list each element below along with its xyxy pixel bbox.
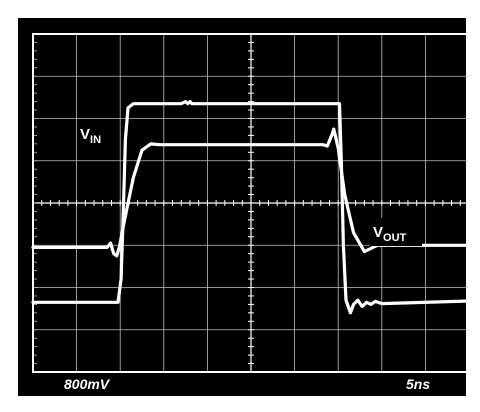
vout-series-label: VOUT [373, 224, 407, 244]
hscale-background [400, 373, 450, 393]
vin-label-background [77, 120, 117, 148]
vertical-scale-label: 800mV [64, 376, 111, 392]
trace-vin [31, 100, 471, 315]
vin-series-label: VIN [80, 126, 101, 146]
vscale-background [60, 373, 140, 393]
graticule-border [32, 33, 470, 373]
traces [31, 100, 471, 315]
chart-background [18, 18, 466, 396]
horizontal-scale-label: 5ns [406, 376, 430, 392]
vout-label-background [370, 218, 422, 246]
labels: VIN VOUT 800mV 5ns [60, 120, 450, 393]
trace-vout [31, 127, 471, 258]
